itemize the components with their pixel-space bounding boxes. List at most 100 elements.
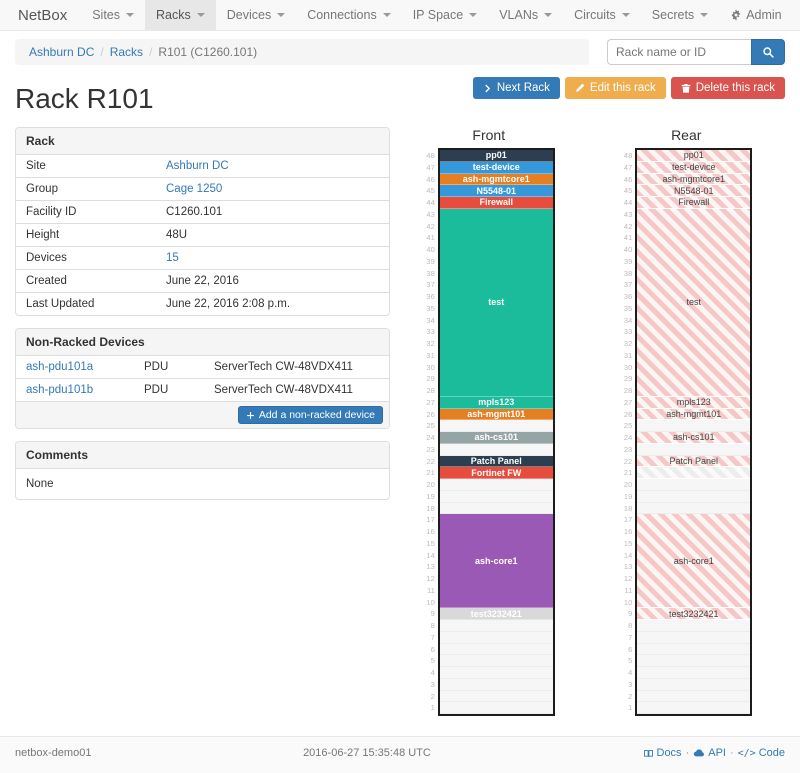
rear-rack-box: pp01 test-device ash-mgmtcore1 N5548-01 Fire… xyxy=(635,148,753,716)
rack-device-front[interactable]: test xyxy=(439,208,553,397)
devices-count-link[interactable]: 15 xyxy=(166,252,179,264)
device-label: Patch Panel xyxy=(669,455,719,466)
rack-device-front[interactable]: test3232421 xyxy=(439,608,553,620)
unit-number: 23 xyxy=(426,444,435,454)
breadcrumb-site-link[interactable]: Ashburn DC xyxy=(29,45,95,59)
rack-device-rear[interactable]: Firewall xyxy=(637,197,751,209)
brand-logo[interactable]: NetBox xyxy=(18,6,68,24)
unit-number: 40 xyxy=(426,245,435,254)
empty-rack-unit xyxy=(637,678,751,691)
device-label: mpls123 xyxy=(478,397,515,408)
nav-item-devices[interactable]: Devices xyxy=(216,0,296,30)
empty-rack-unit xyxy=(637,655,751,667)
unit-number: 41 xyxy=(623,233,633,243)
nav-item-sites[interactable]: Sites xyxy=(81,0,145,30)
rack-device-front[interactable]: Fortinet FW xyxy=(439,467,553,479)
rack-device-rear[interactable]: ash-mgmt101 xyxy=(637,408,751,421)
rack-device-rear[interactable]: ash-cs101 xyxy=(637,432,751,444)
unit-number: 31 xyxy=(426,350,435,360)
unit-number: 2 xyxy=(430,691,435,701)
code-link[interactable]: </> Code xyxy=(737,747,785,759)
unit-number: 39 xyxy=(623,256,633,266)
unit-number: 15 xyxy=(426,538,435,548)
rack-device-front[interactable]: N5548-01 xyxy=(439,185,553,197)
rack-device-front[interactable]: pp01 xyxy=(439,150,553,162)
search-button[interactable] xyxy=(751,39,785,65)
user-nav: Admin Profile Log out xyxy=(719,0,800,30)
rack-search xyxy=(607,39,785,65)
nav-item-ip-space[interactable]: IP Space xyxy=(402,0,489,30)
unit-number: 19 xyxy=(426,491,435,501)
device-label: ash-cs101 xyxy=(672,432,715,443)
nav-item-secrets[interactable]: Secrets xyxy=(641,0,719,30)
unit-number: 47 xyxy=(623,162,633,172)
device-label: test-device xyxy=(472,162,520,173)
unit-number: 34 xyxy=(623,315,633,325)
device-link[interactable]: ash-pdu101a xyxy=(26,361,94,373)
add-non-racked-device-button[interactable]: Add a non-racked device xyxy=(237,406,383,424)
search-input[interactable] xyxy=(607,39,751,65)
rack-device-rear[interactable]: Patch Panel xyxy=(637,455,751,468)
unit-number: 43 xyxy=(426,209,435,219)
rack-device-rear[interactable]: N5548-01 xyxy=(637,185,751,197)
unit-number: 15 xyxy=(623,538,633,548)
unit-number: 21 xyxy=(623,468,633,478)
empty-rack-unit xyxy=(637,420,751,432)
site-link[interactable]: Ashburn DC xyxy=(166,160,229,172)
nav-item-circuits[interactable]: Circuits xyxy=(563,0,641,30)
rack-device-rear[interactable]: ash-mgmtcore1 xyxy=(637,173,751,186)
rack-device-front[interactable]: ash-mgmt101 xyxy=(439,408,553,421)
unit-number: 4 xyxy=(628,668,633,677)
rack-device-rear[interactable]: test3232421 xyxy=(637,608,751,620)
unit-number: 30 xyxy=(623,362,633,372)
page-title: Rack R101 xyxy=(15,83,154,114)
unit-number: 44 xyxy=(426,198,435,207)
device-label: N5548-01 xyxy=(476,185,517,196)
unit-number: 31 xyxy=(623,350,633,360)
unit-number: 33 xyxy=(623,327,633,337)
device-label: N5548-01 xyxy=(673,185,714,196)
nav-item-connections[interactable]: Connections xyxy=(296,0,402,30)
device-label: Firewall xyxy=(678,197,710,208)
empty-rack-unit xyxy=(637,490,751,503)
rack-device-front[interactable]: ash-mgmtcore1 xyxy=(439,173,553,186)
breadcrumb-racks-link[interactable]: Racks xyxy=(109,45,144,59)
delete-rack-button[interactable]: Delete this rack xyxy=(670,77,785,99)
next-rack-button[interactable]: Next Rack xyxy=(472,77,560,99)
rack-device-rear[interactable]: test-device xyxy=(637,161,751,174)
api-link[interactable]: API xyxy=(693,747,726,759)
docs-link[interactable]: Docs xyxy=(643,747,682,759)
rack-device-front[interactable]: ash-core1 xyxy=(439,514,553,609)
edit-rack-button[interactable]: Edit this rack xyxy=(564,77,666,99)
device-type: PDU xyxy=(144,384,169,396)
admin-link[interactable]: Admin xyxy=(719,0,792,30)
front-rack-box: pp01 test-device ash-mgmtcore1 N5548-01 Fire… xyxy=(437,148,555,716)
group-link[interactable]: Cage 1250 xyxy=(166,183,223,195)
rack-device-rear[interactable]: ash-core1 xyxy=(637,514,751,609)
gear-icon xyxy=(731,9,741,21)
unit-number: 8 xyxy=(628,621,633,630)
rack-device-rear[interactable]: mpls123 xyxy=(637,396,751,409)
unit-number: 38 xyxy=(426,268,435,278)
rear-unit-numbers: 48 47 46 45 44 43 42 41 40 39 38 37 36 35 34 33 32 31 30 29… xyxy=(620,148,635,716)
rack-device-front[interactable]: Firewall xyxy=(439,197,553,209)
rack-device-front[interactable]: Patch Panel xyxy=(439,455,553,468)
device-link[interactable]: ash-pdu101b xyxy=(26,384,94,396)
rack-device-front[interactable]: mpls123 xyxy=(439,396,553,409)
nav-item-vlans[interactable]: VLANs xyxy=(488,0,563,30)
unit-number: 20 xyxy=(623,480,633,489)
rack-device-front[interactable]: test-device xyxy=(439,161,553,174)
device-label: mpls123 xyxy=(676,397,711,408)
table-row: ash-pdu101a PDU ServerTech CW-48VDX411 xyxy=(16,356,389,379)
chevron-down-icon xyxy=(196,13,205,17)
profile-link[interactable]: Profile xyxy=(793,0,800,30)
nav-item-racks[interactable]: Racks xyxy=(145,0,216,30)
rack-device-rear[interactable]: test xyxy=(637,208,751,397)
breadcrumb-current: R101 (C1260.101) xyxy=(158,45,258,59)
device-type: PDU xyxy=(144,361,169,373)
unit-number: 33 xyxy=(426,327,435,337)
rack-device-front[interactable]: ash-cs101 xyxy=(439,432,553,444)
rack-device-rear[interactable]: pp01 xyxy=(637,150,751,162)
chevron-right-icon xyxy=(485,84,491,92)
empty-rack-unit xyxy=(637,643,751,656)
